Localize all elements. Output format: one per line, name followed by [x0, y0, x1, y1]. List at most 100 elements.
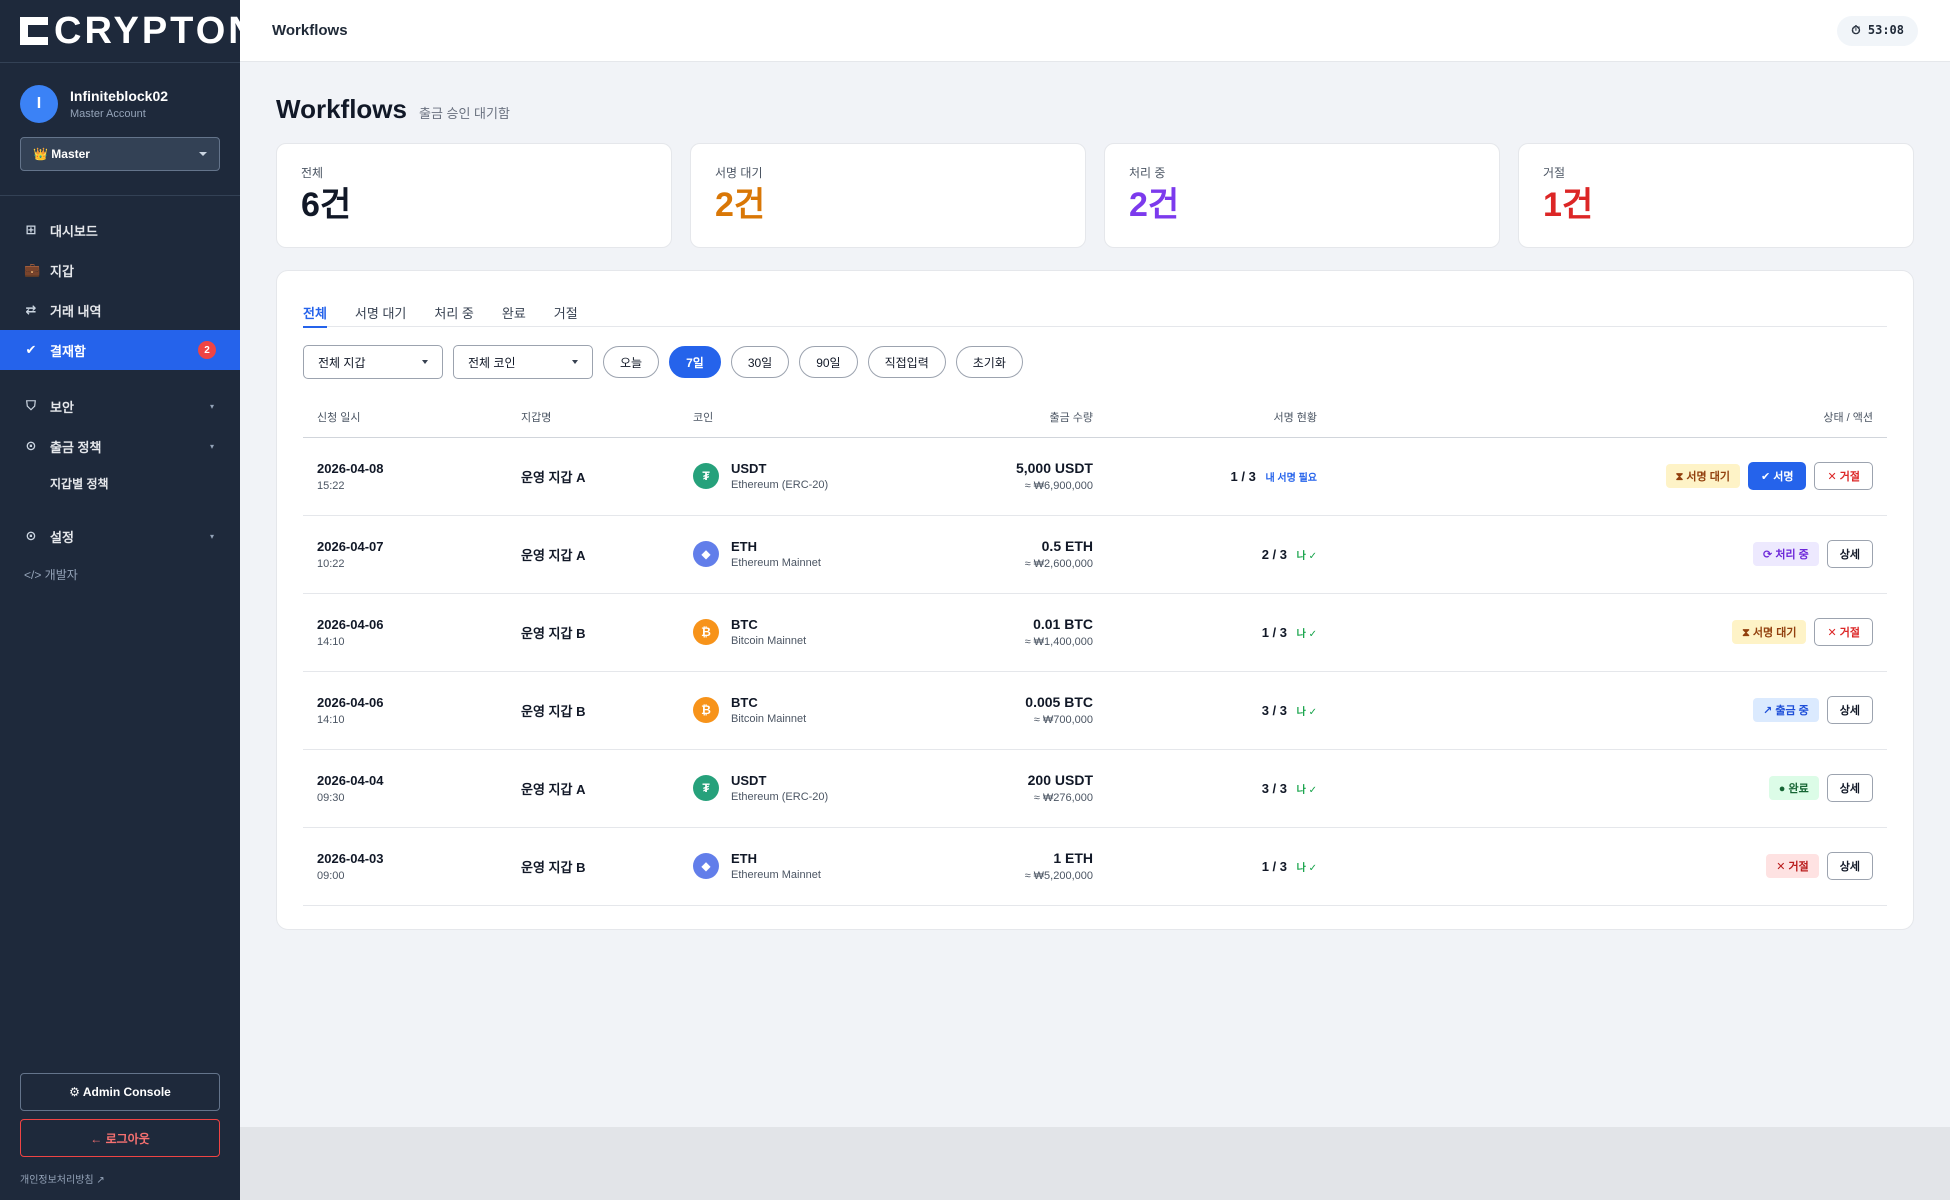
detail-button[interactable]: 상세 — [1826, 774, 1873, 802]
coin-network: Bitcoin Mainnet — [731, 713, 807, 725]
period-90d-button[interactable]: 90일 — [799, 346, 858, 378]
signature-note: 나 ✓ — [1296, 784, 1317, 796]
sidebar-item-dashboard[interactable]: ⊞ 대시보드 — [0, 210, 240, 250]
stat-label: 거절 — [1543, 166, 1566, 180]
sidebar-item-developer[interactable]: </> 개발자 — [24, 567, 78, 582]
table-row[interactable]: 2026-04-06 14:10 운영 지갑 B ₿ BTC Bitcoin M… — [303, 671, 1887, 750]
request-date: 2026-04-06 — [317, 694, 384, 710]
footer-band — [240, 1127, 1950, 1200]
request-date: 2026-04-06 — [317, 616, 384, 632]
header-title: Workflows — [272, 22, 348, 39]
sidebar-item-wallet[interactable]: 💼 지갑 — [0, 250, 240, 290]
stat-card-rejected: 거절 1건 — [1518, 143, 1914, 248]
tab-rejected[interactable]: 거절 — [553, 306, 578, 321]
avatar: I — [20, 85, 58, 123]
column-header-date[interactable]: 신청 일시 — [303, 397, 507, 438]
row-actions: ⧗ 서명 대기 ✕ 거절 — [1345, 618, 1873, 646]
logo-mark-icon — [20, 17, 48, 45]
period-7d-button[interactable]: 7일 — [669, 346, 721, 378]
privacy-policy-link[interactable]: 개인정보처리방침 ↗ — [20, 1175, 105, 1186]
tab-processing[interactable]: 처리 중 — [434, 306, 474, 321]
tab-pending-signature[interactable]: 서명 대기 — [354, 306, 407, 321]
withdraw-amount-krw: ≈ ₩700,000 — [1033, 714, 1093, 726]
sidebar-item-withdraw-policy[interactable]: ⊙ 출금 정책 ▾ — [0, 426, 240, 466]
role-select[interactable]: 👑 Master — [20, 137, 220, 171]
stat-label: 처리 중 — [1129, 166, 1166, 180]
coin-network: Ethereum (ERC-20) — [731, 791, 829, 803]
table-row[interactable]: 2026-04-08 15:22 운영 지갑 A ₮ USDT Ethereum… — [303, 437, 1887, 516]
withdraw-amount: 1 ETH — [1053, 850, 1093, 866]
withdraw-amount: 0.5 ETH — [1041, 538, 1093, 554]
session-timer[interactable]: ⏱ 53:08 — [1837, 15, 1918, 46]
column-header-status-actions[interactable]: 상태 / 액션 — [1331, 397, 1887, 438]
reject-button[interactable]: ✕ 거절 — [1814, 462, 1873, 490]
request-date: 2026-04-08 — [317, 460, 384, 476]
logout-button[interactable]: ← 로그아웃 — [20, 1119, 220, 1157]
admin-console-button[interactable]: ⚙ Admin Console — [20, 1073, 220, 1111]
reset-filter-button[interactable]: 초기화 — [955, 346, 1023, 378]
coin-filter-select[interactable]: 전체 코인 — [453, 345, 593, 379]
filter-bar: 전체 지갑 전체 코인 오늘 7일 30일 90일 직접입력 초기화 — [303, 345, 1887, 379]
coin-cell: ₮ USDT Ethereum (ERC-20) — [693, 773, 865, 803]
wallet-name: 운영 지갑 A — [521, 547, 586, 563]
withdraw-amount: 5,000 USDT — [1015, 460, 1093, 476]
detail-button[interactable]: 상세 — [1826, 540, 1873, 568]
sidebar-item-label: 보안 — [50, 399, 74, 415]
table-row[interactable]: 2026-04-07 10:22 운영 지갑 A ◆ ETH Ethereum … — [303, 515, 1887, 594]
wallet-name: 운영 지갑 B — [521, 859, 586, 875]
column-header-signatures[interactable]: 서명 현황 — [1107, 397, 1331, 438]
request-time: 15:22 — [317, 479, 345, 492]
wallet-name: 운영 지갑 B — [521, 703, 586, 719]
period-30d-button[interactable]: 30일 — [730, 346, 790, 378]
period-today-button[interactable]: 오늘 — [603, 346, 660, 378]
coin-network: Bitcoin Mainnet — [731, 635, 807, 647]
sidebar-item-approvals[interactable]: ✔ 결재함 2 — [0, 330, 240, 370]
coin-symbol: BTC — [731, 617, 758, 632]
coin-cell: ₿ BTC Bitcoin Mainnet — [693, 695, 865, 725]
sidebar-divider — [0, 195, 240, 196]
sidebar-subitem-wallet-policy[interactable]: 지갑별 정책 — [50, 476, 109, 491]
logo[interactable]: CRYPTON — [0, 0, 240, 62]
signature-note: 나 ✓ — [1296, 550, 1317, 562]
column-header-coin[interactable]: 코인 — [679, 397, 879, 438]
period-custom-button[interactable]: 직접입력 — [867, 346, 946, 378]
stat-value: 6건 — [301, 186, 352, 224]
policy-icon: ⊙ — [25, 438, 37, 453]
sidebar-item-transactions[interactable]: ⇄ 거래 내역 — [0, 290, 240, 330]
coin-icon: ₮ — [693, 775, 719, 801]
sidebar-divider — [0, 62, 240, 63]
coin-network: Ethereum Mainnet — [731, 557, 821, 569]
status-badge: ✕ 거절 — [1766, 854, 1819, 878]
signature-count: 3 / 3 — [1261, 780, 1288, 796]
chevron-down-icon: ▾ — [209, 441, 214, 451]
signature-count: 3 / 3 — [1261, 702, 1288, 718]
stat-card-total: 전체 6건 — [276, 143, 672, 248]
role-select-value: 👑 Master — [33, 147, 90, 161]
stat-card-processing: 처리 중 2건 — [1104, 143, 1500, 248]
sidebar-item-label: 지갑 — [50, 263, 74, 279]
sign-button[interactable]: ✔ 서명 — [1747, 462, 1807, 490]
status-tabs: 전체 서명 대기 처리 중 완료 거절 — [303, 293, 1887, 328]
sidebar-item-settings[interactable]: ⊙ 설정 ▾ — [0, 516, 240, 556]
page-title: Workflows — [276, 94, 407, 124]
withdraw-amount-krw: ≈ ₩1,400,000 — [1024, 636, 1093, 648]
workflow-table: 신청 일시 지갑명 코인 출금 수량 서명 현황 상태 / 액션 2026-04… — [303, 397, 1887, 906]
sidebar-item-security[interactable]: ⛉ 보안 ▾ — [0, 386, 240, 426]
tab-completed[interactable]: 완료 — [501, 306, 526, 321]
reject-button[interactable]: ✕ 거절 — [1814, 618, 1873, 646]
table-row[interactable]: 2026-04-03 09:00 운영 지갑 B ◆ ETH Ethereum … — [303, 827, 1887, 906]
table-row[interactable]: 2026-04-06 14:10 운영 지갑 B ₿ BTC Bitcoin M… — [303, 593, 1887, 672]
withdraw-amount: 0.005 BTC — [1025, 694, 1093, 710]
wallet-filter-select[interactable]: 전체 지갑 — [303, 345, 443, 379]
logo-text: CRYPTON — [54, 10, 240, 52]
withdraw-amount: 0.01 BTC — [1033, 616, 1093, 632]
column-header-wallet[interactable]: 지갑명 — [507, 397, 679, 438]
detail-button[interactable]: 상세 — [1826, 852, 1873, 880]
table-row[interactable]: 2026-04-04 09:30 운영 지갑 A ₮ USDT Ethereum… — [303, 749, 1887, 828]
coin-symbol: ETH — [731, 539, 757, 554]
column-header-amount[interactable]: 출금 수량 — [879, 397, 1107, 438]
tab-all[interactable]: 전체 — [303, 293, 327, 328]
detail-button[interactable]: 상세 — [1826, 696, 1873, 724]
table-header-row: 신청 일시 지갑명 코인 출금 수량 서명 현황 상태 / 액션 — [303, 397, 1887, 438]
stat-label: 서명 대기 — [715, 166, 763, 180]
